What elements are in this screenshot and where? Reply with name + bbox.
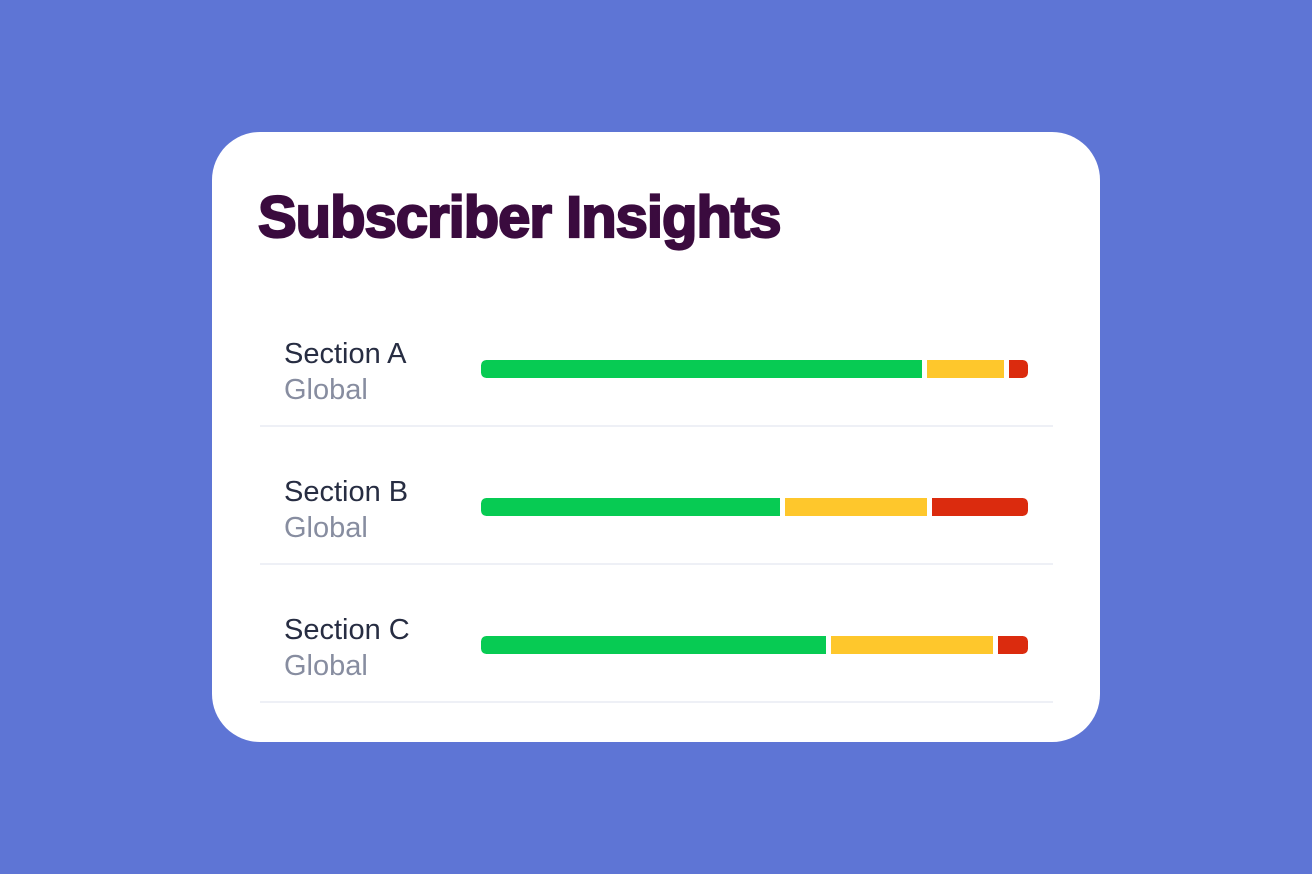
- section-label: Section C: [284, 614, 410, 646]
- section-row-a: Section A Global: [260, 289, 1053, 427]
- row-label-block: Section A Global: [260, 336, 481, 408]
- green-bar-segment: [481, 360, 922, 378]
- sections-list: Section A Global Section B Global Sectio…: [260, 289, 1053, 703]
- yellow-bar-segment: [784, 498, 927, 516]
- stacked-bar: [481, 636, 1028, 654]
- red-bar-segment: [931, 498, 1028, 516]
- green-bar-segment: [481, 636, 827, 654]
- row-label-block: Section B Global: [260, 474, 481, 546]
- section-row-c: Section C Global: [260, 565, 1053, 703]
- stacked-bar: [481, 498, 1028, 516]
- section-sublabel: Global: [284, 512, 368, 544]
- section-label: Section A: [284, 338, 407, 370]
- subscriber-insights-card: Subscriber Insights Section A Global Sec…: [212, 132, 1100, 742]
- page-title: Subscriber Insights: [257, 185, 783, 250]
- red-bar-segment: [1008, 360, 1028, 378]
- section-sublabel: Global: [284, 374, 368, 406]
- section-row-b: Section B Global: [260, 427, 1053, 565]
- section-label: Section B: [284, 476, 409, 508]
- stacked-bar: [481, 360, 1028, 378]
- yellow-bar-segment: [831, 636, 993, 654]
- row-label-block: Section C Global: [260, 612, 481, 684]
- section-sublabel: Global: [284, 650, 368, 682]
- red-bar-segment: [997, 636, 1028, 654]
- green-bar-segment: [481, 498, 780, 516]
- yellow-bar-segment: [926, 360, 1004, 378]
